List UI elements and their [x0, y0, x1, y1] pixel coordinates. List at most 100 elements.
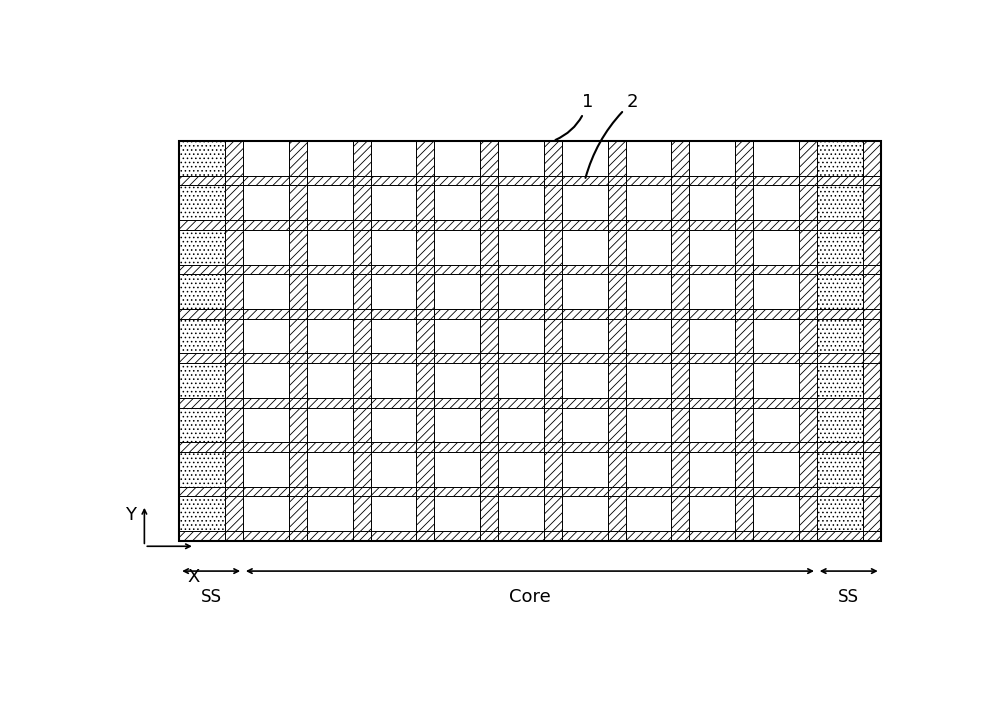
Bar [689, 353, 735, 363]
Text: 1: 1 [555, 93, 593, 140]
Bar [353, 452, 371, 487]
Bar [498, 175, 544, 185]
Bar [289, 496, 307, 531]
Bar [371, 274, 416, 309]
Bar [353, 496, 371, 531]
Bar [307, 185, 353, 220]
Bar [863, 220, 881, 230]
Bar [225, 531, 243, 541]
Bar [753, 185, 799, 220]
Bar [799, 175, 817, 185]
Bar [799, 452, 817, 487]
Bar [179, 264, 225, 274]
Bar [416, 141, 434, 175]
Bar [289, 363, 307, 398]
Bar [799, 264, 817, 274]
Bar [689, 230, 735, 264]
Bar [562, 452, 608, 487]
Bar [689, 398, 735, 407]
Bar [799, 487, 817, 496]
Bar [225, 496, 243, 531]
Bar [863, 531, 881, 541]
Bar [671, 220, 689, 230]
Bar [753, 442, 799, 452]
Bar [243, 141, 289, 175]
Bar [289, 274, 307, 309]
Bar [544, 309, 562, 319]
Bar [307, 442, 353, 452]
Bar [562, 185, 608, 220]
Bar [863, 487, 881, 496]
Bar [289, 175, 307, 185]
Bar [753, 309, 799, 319]
Bar [799, 309, 817, 319]
Bar [544, 264, 562, 274]
Bar [544, 452, 562, 487]
Bar [179, 496, 225, 531]
Bar [307, 175, 353, 185]
Bar [416, 353, 434, 363]
Bar [416, 487, 434, 496]
Text: Y: Y [125, 506, 136, 524]
Bar [608, 185, 626, 220]
Bar [498, 319, 544, 353]
Bar [562, 274, 608, 309]
Bar [498, 141, 544, 175]
Bar [225, 452, 243, 487]
Bar [544, 442, 562, 452]
Bar [817, 353, 863, 363]
Bar [434, 487, 480, 496]
Bar [480, 496, 498, 531]
Bar [371, 487, 416, 496]
Bar [671, 496, 689, 531]
Bar [689, 407, 735, 442]
Bar [608, 353, 626, 363]
Bar [307, 141, 353, 175]
Text: Core: Core [509, 588, 551, 606]
Bar [817, 175, 863, 185]
Text: SS: SS [201, 588, 222, 606]
Bar [799, 274, 817, 309]
Bar [863, 353, 881, 363]
Bar [799, 141, 817, 175]
Bar [416, 264, 434, 274]
Bar [753, 175, 799, 185]
Bar [799, 398, 817, 407]
Bar [544, 353, 562, 363]
Bar [243, 353, 289, 363]
Bar [562, 398, 608, 407]
Bar [498, 407, 544, 442]
Bar [416, 496, 434, 531]
Bar [799, 220, 817, 230]
Bar [608, 531, 626, 541]
Bar [307, 496, 353, 531]
Bar [225, 407, 243, 442]
Bar [225, 487, 243, 496]
Bar [353, 274, 371, 309]
Bar [753, 264, 799, 274]
Bar [562, 531, 608, 541]
Bar [225, 309, 243, 319]
Bar [416, 452, 434, 487]
Bar [735, 274, 753, 309]
Bar [353, 442, 371, 452]
Bar [626, 274, 671, 309]
Bar [434, 531, 480, 541]
Bar [353, 175, 371, 185]
Bar [626, 353, 671, 363]
Bar [243, 264, 289, 274]
Bar [307, 264, 353, 274]
Bar [753, 531, 799, 541]
Bar [608, 363, 626, 398]
Bar [689, 363, 735, 398]
Bar [608, 175, 626, 185]
Text: 2: 2 [585, 93, 638, 178]
Bar [544, 185, 562, 220]
Bar [689, 220, 735, 230]
Bar [480, 230, 498, 264]
Bar [626, 141, 671, 175]
Bar [671, 487, 689, 496]
Bar [671, 175, 689, 185]
Bar [735, 353, 753, 363]
Bar [562, 407, 608, 442]
